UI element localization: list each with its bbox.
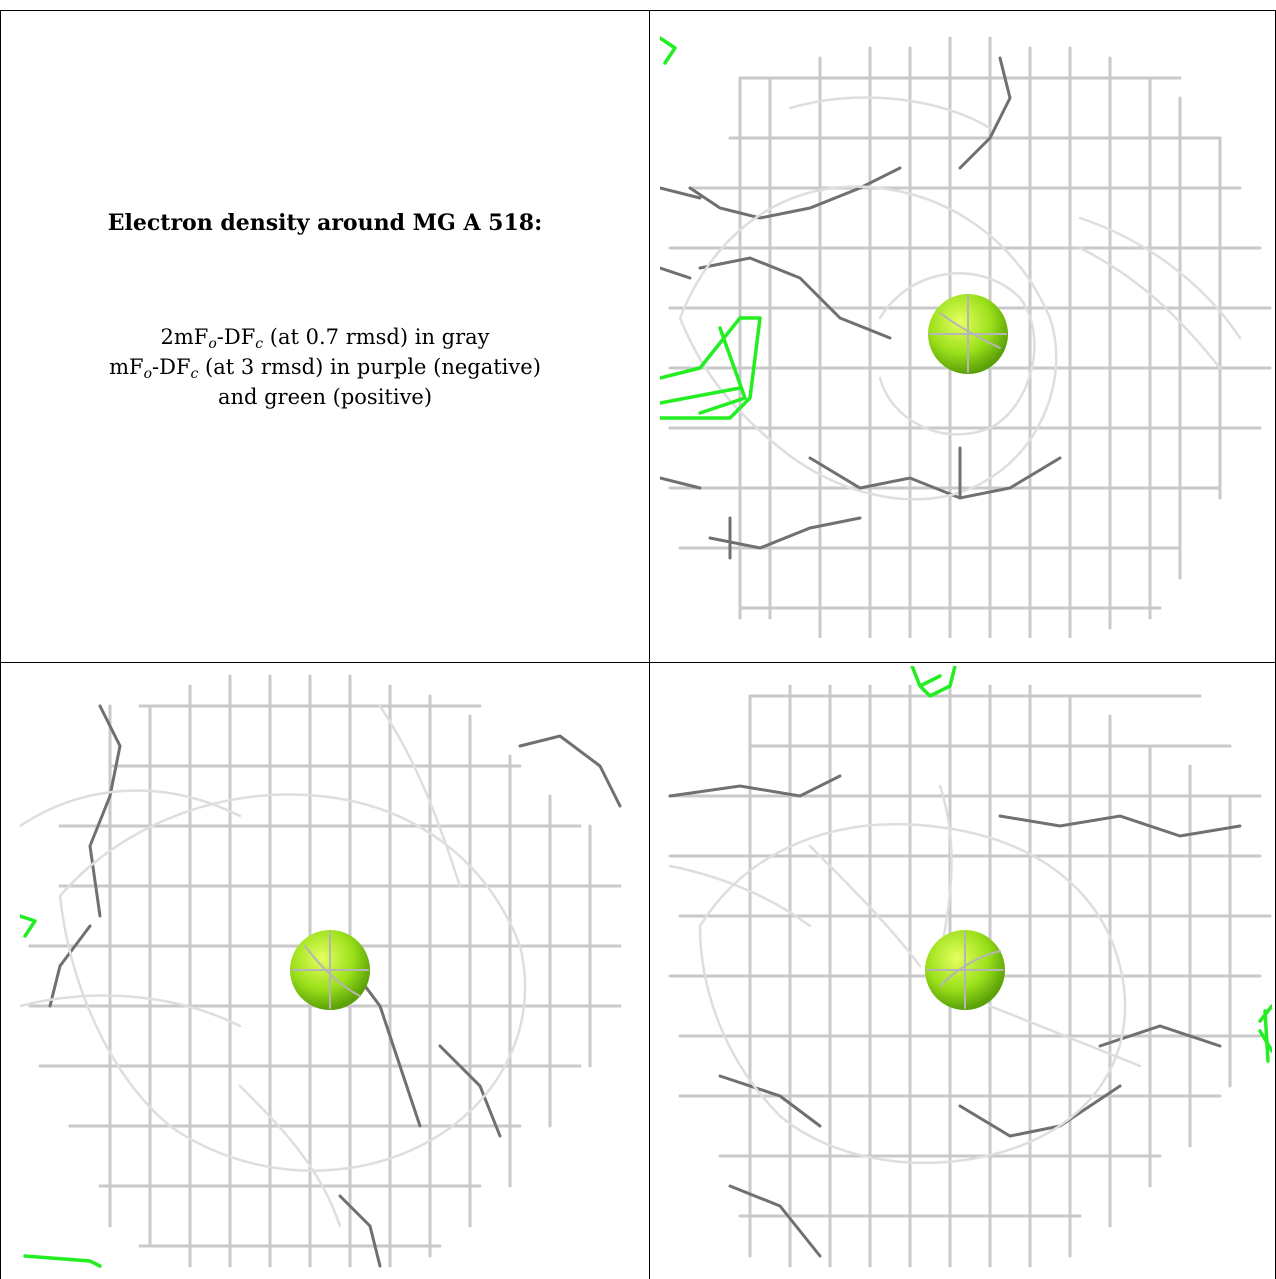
- density-render-bottom-right: [668, 666, 1272, 1268]
- density-render-bottom-left: [20, 674, 622, 1268]
- center-divider-vertical: [649, 10, 650, 1279]
- positive-density-bottom-right: [910, 666, 1272, 1063]
- outer-border-top: [0, 10, 1276, 11]
- view-top-right: [660, 18, 1272, 638]
- mesh-grid-bottom-left: [20, 674, 622, 1268]
- legend-line-fofc: mFo-DFc (at 3 rmsd) in purple (negative): [109, 355, 541, 382]
- mesh-grid-bottom-right: [668, 684, 1272, 1268]
- outer-border-left: [0, 10, 1, 1279]
- positive-density-bottom-left: [20, 914, 102, 1268]
- positive-density-top-right: [660, 36, 762, 420]
- view-bottom-left: [20, 666, 640, 1276]
- legend-line-positive: and green (positive): [217, 385, 433, 409]
- mesh-grid-top-right: [660, 36, 1272, 638]
- figure-legend: 2mFo-DFc (at 0.7 rmsd) in gray mFo-DFc (…: [40, 322, 610, 412]
- figure-title: Electron density around MG A 518:: [107, 210, 543, 236]
- legend-line-2fofc: 2mFo-DFc (at 0.7 rmsd) in gray: [160, 325, 490, 352]
- center-divider-horizontal: [0, 662, 1276, 663]
- view-bottom-right: [660, 666, 1272, 1276]
- density-render-top-right: [660, 36, 1272, 638]
